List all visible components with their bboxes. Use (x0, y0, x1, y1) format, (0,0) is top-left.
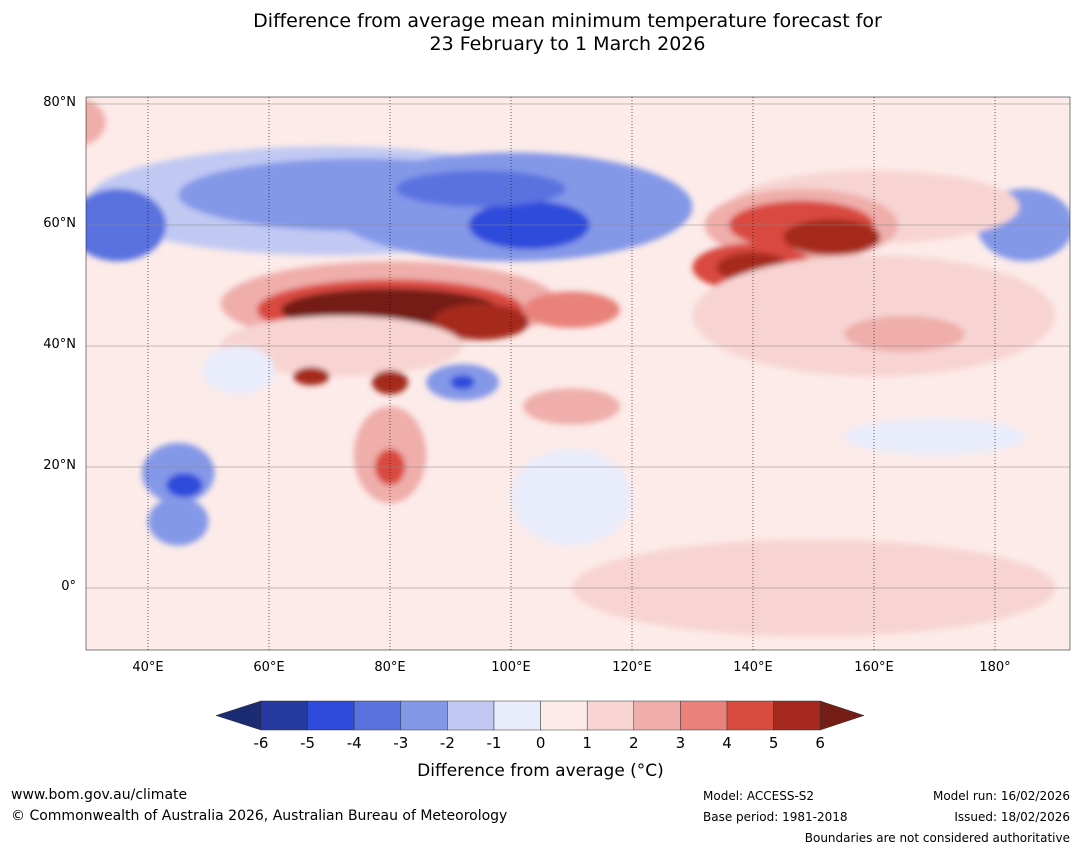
lon-tick-label: 140°E (733, 660, 773, 675)
lat-tick-label: 40°N (43, 337, 76, 352)
graticule (86, 97, 1070, 650)
lat-tick-label: 60°N (43, 216, 76, 231)
colorbar-title: Difference from average (°C) (417, 761, 664, 781)
lon-tick-label: 80°E (374, 660, 406, 675)
anomaly-region (293, 367, 330, 386)
colorbar-segment (773, 700, 821, 731)
colorbar-segment (680, 700, 728, 731)
colorbar-tick-label: -5 (300, 734, 316, 752)
colorbar-tick-label: 1 (582, 734, 592, 752)
lon-tick-label: 60°E (253, 660, 285, 675)
colorbar-tick-label: -4 (346, 734, 362, 752)
colorbar-over-arrow (819, 700, 865, 731)
colorbar-tick-label: 6 (815, 734, 825, 752)
anomaly-region (432, 303, 530, 340)
colorbar-tick-label: 2 (629, 734, 639, 752)
model-run: Model run: 16/02/2026 (932, 789, 1070, 803)
boundaries-disclaimer: Boundaries are not considered authoritat… (804, 831, 1070, 845)
colorbar-tick-label: 4 (722, 734, 732, 752)
model-info: Model: ACCESS-S2 (703, 789, 815, 803)
lon-tick-label: 180° (979, 660, 1011, 675)
anomaly-region (783, 218, 881, 256)
copyright: © Commonwealth of Australia 2026, Austra… (11, 808, 508, 824)
lon-tick-label: 160°E (854, 660, 894, 675)
anomaly-region (450, 375, 475, 390)
colorbar-tick-label: -3 (393, 734, 409, 752)
title-line-2: 23 February to 1 March 2026 (429, 33, 706, 55)
anomaly-region (843, 418, 1026, 455)
anomaly-region (843, 315, 965, 353)
colorbar-tick-label: 5 (768, 734, 779, 752)
lon-tick-label: 120°E (612, 660, 652, 675)
anomaly-field (86, 97, 1070, 650)
lat-tick-label: 80°N (43, 95, 76, 110)
anomaly-region (148, 497, 209, 546)
website-link[interactable]: www.bom.gov.au/climate (11, 787, 188, 803)
colorbar-tick-label: 0 (535, 734, 546, 752)
lat-tick-label: 0° (61, 579, 76, 594)
anomaly-region (523, 388, 620, 425)
colorbar-tick-label: 3 (675, 734, 686, 752)
colorbar-segment (447, 700, 495, 731)
colorbar-tick-label: -2 (439, 734, 455, 752)
title-line-1: Difference from average mean minimum tem… (253, 10, 882, 32)
colorbar-under-arrow (215, 700, 262, 731)
colorbar-segment (586, 700, 635, 731)
lon-tick-label: 100°E (491, 660, 531, 675)
lon-tick-label: 40°E (132, 660, 164, 675)
colorbar (215, 700, 865, 731)
colorbar-segment (633, 700, 681, 731)
colorbar-segment (726, 700, 774, 731)
issued-date: Issued: 18/02/2026 (954, 810, 1070, 824)
colorbar-segment (540, 700, 588, 731)
anomaly-region (202, 346, 276, 395)
anomaly-region (166, 473, 203, 498)
map-frame (85, 96, 1071, 651)
anomaly-region (523, 291, 620, 328)
colorbar-tick-label: -1 (486, 734, 502, 752)
colorbar-segment (307, 700, 355, 731)
colorbar-tick-label: -6 (253, 734, 269, 752)
colorbar-segment (353, 700, 402, 731)
colorbar-segment (400, 700, 448, 731)
anomaly-region (396, 170, 566, 207)
anomaly-region (511, 448, 632, 546)
anomaly-region (86, 99, 106, 145)
map-title: Difference from average mean minimum tem… (0, 10, 1081, 56)
base-period: Base period: 1981-2018 (703, 810, 848, 824)
colorbar-segment (493, 700, 541, 731)
lat-tick-label: 20°N (43, 458, 76, 473)
colorbar-segment (260, 700, 308, 731)
